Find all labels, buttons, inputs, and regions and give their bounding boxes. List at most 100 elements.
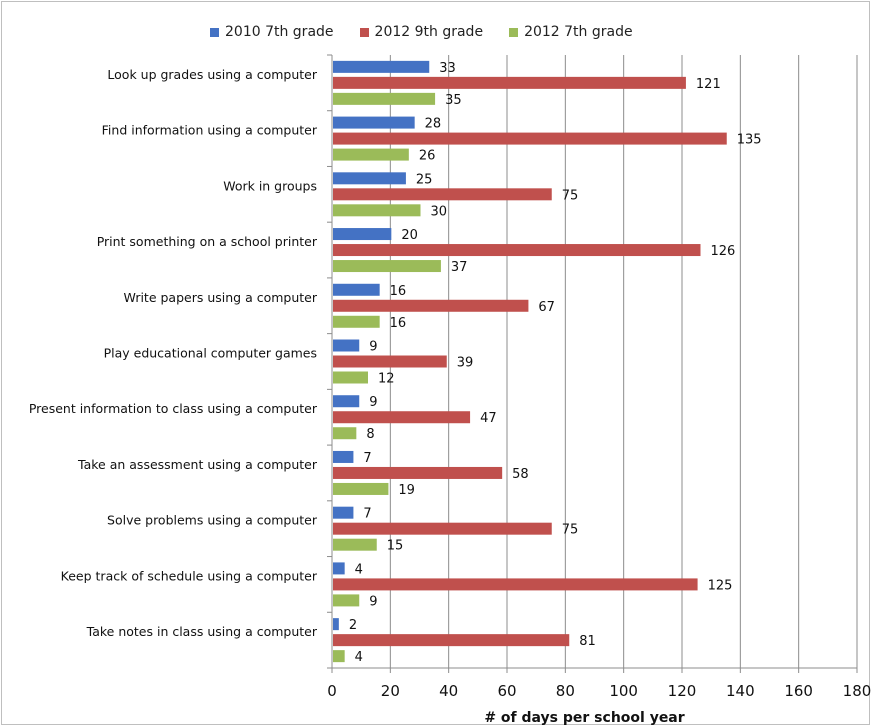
bar: [333, 578, 698, 591]
data-label: 75: [562, 188, 579, 203]
data-label: 2: [349, 618, 357, 633]
data-label: 47: [480, 411, 497, 426]
x-tick-label: 180: [843, 682, 872, 700]
data-label: 7: [363, 451, 371, 466]
bar: [333, 339, 360, 352]
bar: [333, 466, 503, 479]
bar: [333, 355, 447, 368]
category-label: Find information using a computer: [102, 123, 318, 138]
x-tick-label: 160: [784, 682, 813, 700]
bar: [333, 450, 354, 463]
legend-swatch: [210, 27, 219, 37]
data-label: 4: [355, 562, 363, 577]
data-label: 9: [369, 395, 377, 410]
legend-swatch: [509, 27, 519, 37]
data-label: 135: [737, 133, 762, 148]
data-label: 39: [457, 356, 474, 371]
bar: [333, 204, 421, 217]
category-label: Take an assessment using a computer: [77, 457, 318, 472]
legend-label: 2012 7th grade: [524, 24, 633, 40]
data-label: 67: [538, 300, 555, 315]
legend-item-2012-9th-grade: 2012 9th grade: [359, 24, 484, 40]
legend: 2010 7th grade 2012 9th grade 2012 7th g…: [210, 24, 633, 40]
category-label: Take notes in class using a computer: [86, 624, 318, 639]
bar: [333, 172, 406, 185]
x-tick-label: 20: [381, 682, 400, 700]
bar: [333, 538, 377, 551]
x-tick-label: 0: [327, 682, 337, 700]
bar: [333, 283, 380, 296]
data-label: 125: [708, 578, 733, 593]
category-label: Work in groups: [223, 178, 317, 193]
data-label: 81: [579, 634, 596, 649]
legend-item-2012-7th-grade: 2012 7th grade: [509, 24, 633, 40]
data-label: 25: [416, 172, 433, 187]
category-label: Keep track of schedule using a computer: [61, 568, 318, 583]
category-label: Look up grades using a computer: [107, 67, 317, 82]
data-label: 33: [439, 61, 456, 76]
data-label: 126: [711, 244, 736, 259]
category-label: Present information to class using a com…: [29, 401, 318, 416]
x-axis-title: # of days per school year: [484, 710, 684, 726]
legend-label: 2010 7th grade: [225, 24, 334, 40]
data-label: 16: [390, 316, 407, 331]
bar: [333, 116, 415, 129]
bar: [333, 92, 436, 105]
bar: [333, 60, 430, 73]
legend-swatch: [359, 27, 369, 37]
bar: [333, 562, 345, 575]
category-label: Play educational computer games: [104, 346, 317, 361]
x-tick-label: 140: [726, 682, 755, 700]
bar: [333, 427, 357, 440]
data-label: 26: [419, 149, 436, 164]
bar: [333, 132, 727, 145]
bar: [333, 594, 360, 607]
bar: [333, 411, 471, 424]
data-label: 75: [562, 523, 579, 538]
data-label: 30: [431, 204, 448, 219]
data-label: 4: [355, 650, 363, 665]
data-label: 16: [390, 284, 407, 299]
data-label: 9: [369, 594, 377, 609]
category-label: Write papers using a computer: [124, 290, 318, 305]
bar: [333, 506, 354, 519]
data-label: 12: [378, 372, 395, 387]
x-tick-label: 40: [439, 682, 458, 700]
bar: [333, 299, 529, 312]
data-label: 121: [696, 77, 721, 92]
legend-item-2010-7th-grade: 2010 7th grade: [210, 24, 334, 40]
x-tick-label: 120: [668, 682, 697, 700]
bar: [333, 482, 389, 495]
bar: [333, 634, 570, 647]
bar: [333, 188, 552, 201]
x-tick-label: 60: [497, 682, 516, 700]
legend-label: 2012 9th grade: [374, 24, 484, 40]
data-label: 20: [401, 228, 418, 243]
bar: [333, 371, 368, 384]
data-label: 35: [445, 93, 462, 108]
bar: [333, 315, 380, 328]
category-label: Solve problems using a computer: [107, 513, 318, 528]
x-tick-label: 80: [556, 682, 575, 700]
data-label: 9: [369, 340, 377, 355]
data-label: 8: [366, 427, 374, 442]
bar: [333, 260, 441, 273]
bar: [333, 395, 360, 408]
bar: [333, 228, 392, 241]
data-label: 37: [451, 260, 468, 275]
data-label: 15: [387, 539, 404, 554]
category-label: Print something on a school printer: [97, 234, 318, 249]
bar: [333, 148, 409, 161]
bar: [333, 522, 552, 535]
bar: [333, 618, 339, 631]
data-label: 58: [512, 467, 529, 482]
bar: [333, 244, 701, 257]
bar: [333, 76, 686, 89]
data-label: 7: [363, 507, 371, 522]
x-tick-label: 100: [609, 682, 638, 700]
data-label: 19: [398, 483, 415, 498]
data-label: 28: [425, 117, 442, 132]
bar: [333, 650, 345, 663]
